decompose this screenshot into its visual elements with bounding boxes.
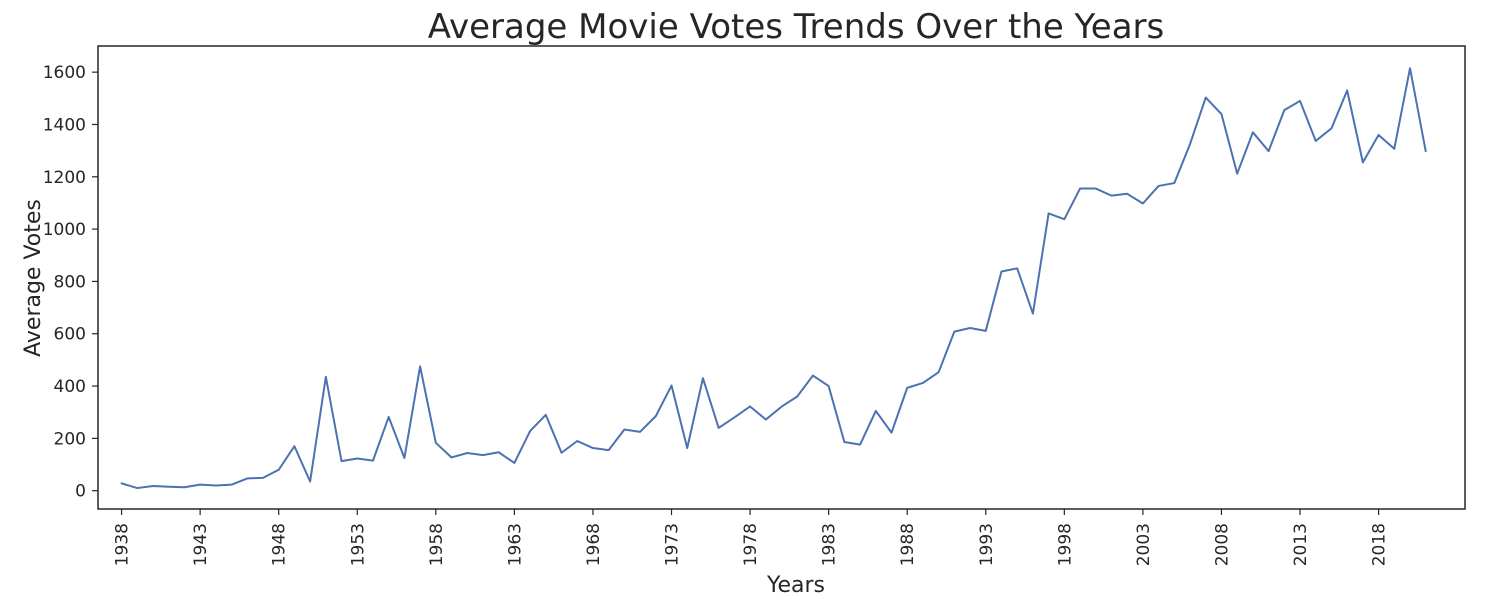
x-tick-label: 1938 bbox=[113, 523, 133, 566]
x-tick-label: 1963 bbox=[505, 523, 525, 566]
x-tick-label: 1993 bbox=[977, 523, 997, 566]
y-axis-label: Average Votes bbox=[21, 199, 46, 357]
x-tick-label: 1983 bbox=[820, 523, 840, 566]
x-tick-label: 1953 bbox=[348, 523, 368, 566]
y-tick-label: 0 bbox=[75, 482, 86, 502]
y-tick-label: 1600 bbox=[43, 63, 86, 83]
y-tick-label: 1000 bbox=[43, 220, 86, 240]
x-tick-label: 1958 bbox=[427, 523, 447, 566]
y-tick-label: 800 bbox=[54, 272, 86, 292]
y-tick-label: 600 bbox=[54, 325, 86, 345]
y-tick-label: 200 bbox=[54, 429, 86, 449]
x-tick-label: 1998 bbox=[1055, 523, 1075, 566]
series-line bbox=[120, 67, 1427, 490]
x-axis-label: Years bbox=[766, 573, 825, 598]
x-tick-label: 1978 bbox=[741, 523, 761, 566]
x-axis: 1938 1943 1948 1953 1958 1963 1968 1973 1978 1983… bbox=[113, 509, 1390, 566]
x-tick-label: 2003 bbox=[1134, 523, 1154, 566]
y-axis: 0 200 400 600 800 1000 1200 1400 1600 bbox=[43, 63, 98, 502]
x-tick-label: 1943 bbox=[191, 523, 211, 566]
x-tick-label: 2013 bbox=[1291, 523, 1311, 566]
plot-frame bbox=[97, 45, 1466, 510]
x-tick-label: 1948 bbox=[270, 523, 290, 566]
x-tick-label: 1968 bbox=[584, 523, 604, 566]
y-tick-label: 1200 bbox=[43, 168, 86, 188]
y-tick-label: 1400 bbox=[43, 115, 86, 135]
x-tick-label: 2008 bbox=[1212, 523, 1232, 566]
x-tick-label: 1988 bbox=[898, 523, 918, 566]
x-tick-label: 1973 bbox=[663, 523, 683, 566]
x-tick-label: 2018 bbox=[1370, 523, 1390, 566]
chart-title: Average Movie Votes Trends Over the Year… bbox=[428, 7, 1165, 47]
y-tick-label: 400 bbox=[54, 377, 86, 397]
